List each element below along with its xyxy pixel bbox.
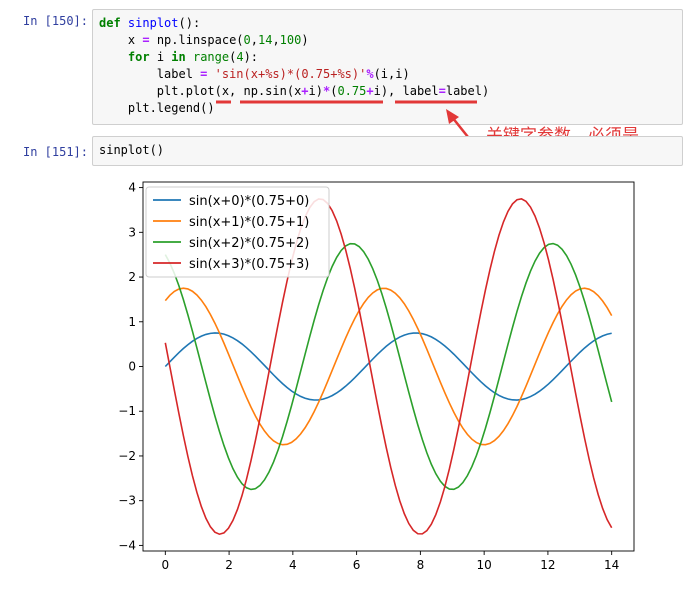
y-tick-label: −3 [118, 494, 136, 508]
code-line: label = 'sin(x+%s)*(0.75+%s)'%(i,i) [99, 67, 410, 81]
y-tick-label: −1 [118, 404, 136, 418]
cell-prompt: In [150]: [22, 14, 88, 28]
legend-label: sin(x+0)*(0.75+0) [189, 194, 309, 209]
cell-prompt: In [151]: [22, 145, 88, 159]
series-line [164, 198, 613, 536]
legend-label: sin(x+2)*(0.75+2) [189, 236, 309, 251]
legend-box [145, 186, 330, 278]
code-line: plt.legend() [99, 101, 215, 115]
x-tick-label: 14 [604, 558, 619, 572]
code-editor[interactable]: def sinplot(): x = np.linspace(0,14,100)… [93, 10, 682, 117]
y-tick-label: 2 [128, 270, 136, 284]
y-tick-label: 0 [128, 360, 136, 374]
x-tick-label: 12 [540, 558, 555, 572]
code-cell[interactable]: def sinplot(): x = np.linspace(0,14,100)… [92, 9, 683, 125]
x-tick-label: 2 [225, 558, 233, 572]
x-tick-label: 10 [477, 558, 492, 572]
y-tick-label: 1 [128, 315, 136, 329]
legend-label: sin(x+1)*(0.75+1) [189, 215, 309, 230]
code-line: def sinplot(): [99, 16, 201, 30]
y-tick-label: 3 [128, 225, 136, 239]
series-line [164, 332, 612, 401]
code-line: plt.plot(x, np.sin(x+i)*(0.75+i), label=… [99, 84, 490, 98]
x-tick-label: 0 [161, 558, 169, 572]
x-tick-label: 6 [353, 558, 361, 572]
series-line [164, 287, 613, 446]
x-tick-label: 4 [289, 558, 297, 572]
legend-label: sin(x+3)*(0.75+3) [189, 257, 309, 272]
x-tick-label: 8 [417, 558, 425, 572]
code-line: x = np.linspace(0,14,100) [99, 33, 309, 47]
y-tick-label: −4 [118, 538, 136, 552]
y-tick-label: −2 [118, 449, 136, 463]
code-editor[interactable]: sinplot() [99, 143, 165, 157]
series-line [164, 242, 613, 491]
code-cell[interactable]: sinplot() [92, 136, 683, 166]
code-line: for i in range(4): [127, 50, 259, 64]
y-tick-label: 4 [128, 181, 136, 195]
